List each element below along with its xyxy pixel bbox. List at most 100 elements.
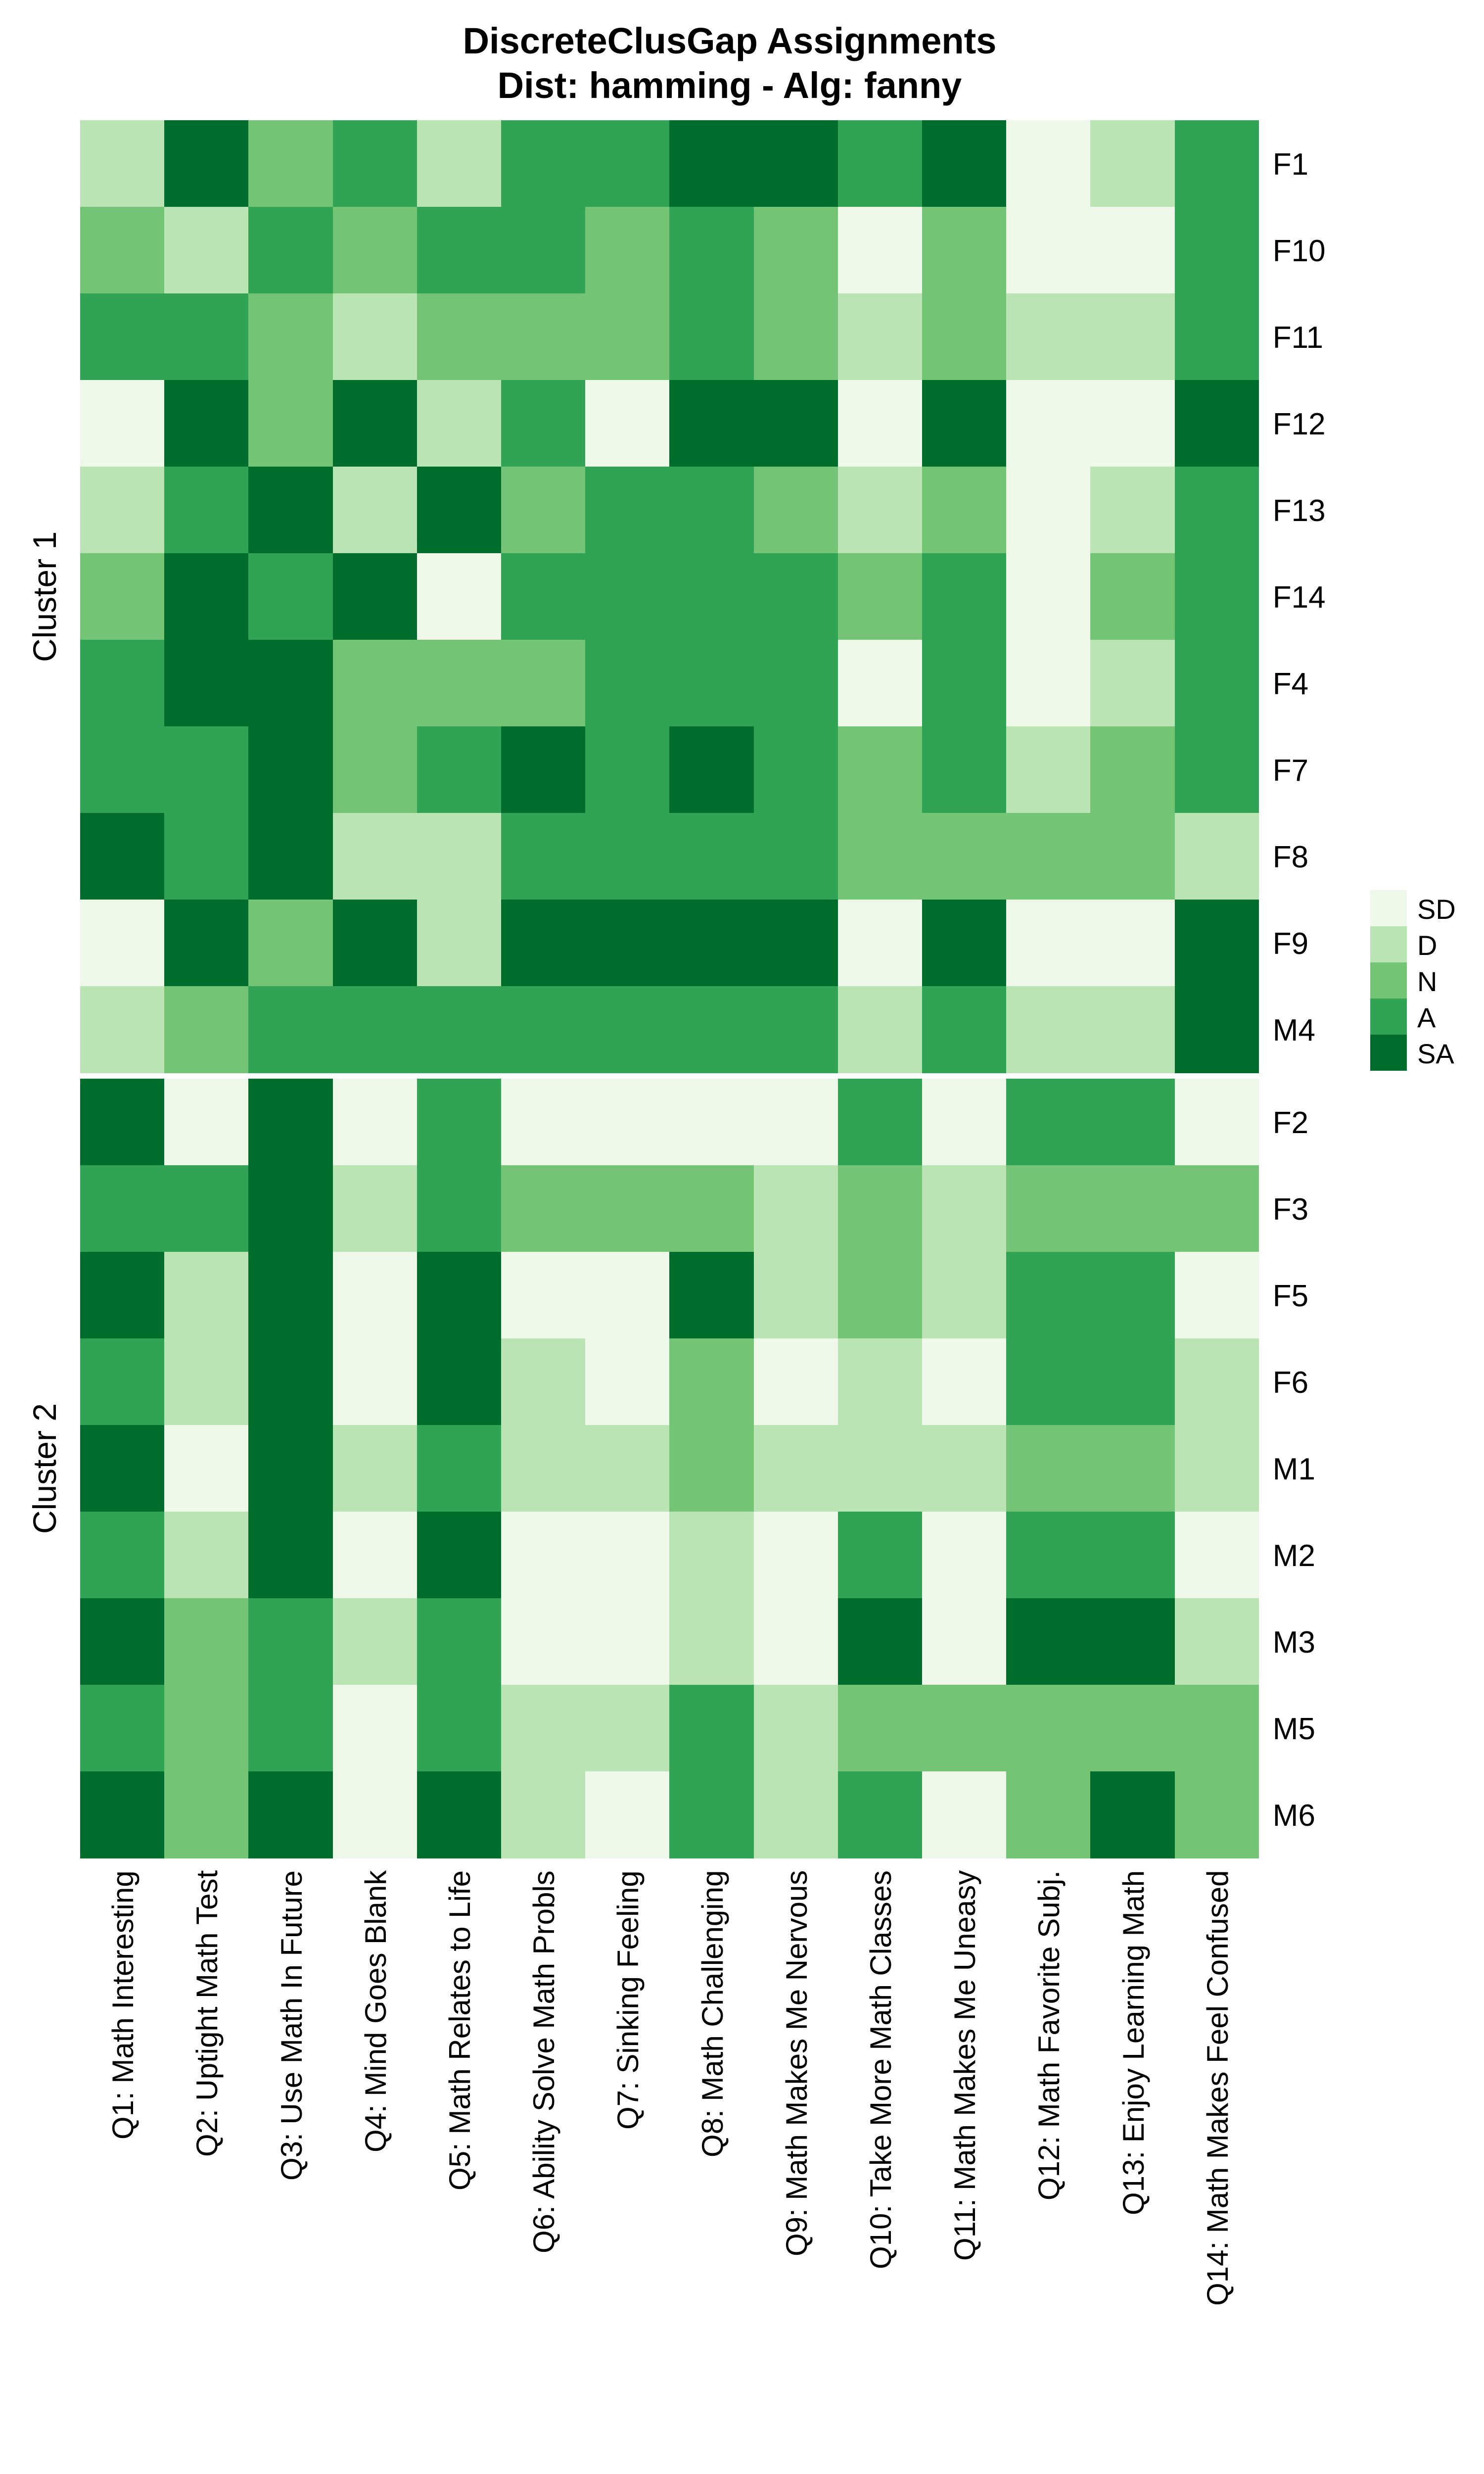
heatmap-cell <box>1174 986 1259 1073</box>
heatmap-cell <box>753 1079 838 1166</box>
heatmap-cell <box>585 553 670 640</box>
heatmap-cell <box>1090 293 1175 381</box>
heatmap-cell <box>922 467 1007 554</box>
heatmap-cell <box>248 1079 333 1166</box>
heatmap-cell <box>164 813 249 900</box>
heatmap-cell <box>80 1425 165 1512</box>
heatmap-cell <box>164 207 249 294</box>
heatmap-cell <box>837 726 923 813</box>
heatmap-cell <box>922 640 1007 727</box>
heatmap-cell <box>80 640 165 727</box>
heatmap-cell <box>922 726 1007 813</box>
column-label: Q7: Sinking Feeling <box>611 1870 645 2130</box>
heatmap-cell <box>585 380 670 467</box>
heatmap-cell <box>1174 1079 1259 1166</box>
heatmap-cell <box>1174 380 1259 467</box>
heatmap-cell <box>164 1252 249 1339</box>
heatmap-cell <box>1090 1338 1175 1426</box>
heatmap-cell <box>753 813 838 900</box>
heatmap-cell <box>1174 1165 1259 1252</box>
heatmap-cell <box>837 1425 923 1512</box>
heatmap-cell <box>417 120 502 207</box>
heatmap-cell <box>164 1338 249 1426</box>
heatmap-cell <box>417 1425 502 1512</box>
heatmap-cell <box>417 207 502 294</box>
heatmap-cell <box>1090 1771 1175 1858</box>
heatmap-cell <box>501 380 586 467</box>
heatmap-cell <box>501 1598 586 1685</box>
heatmap-cell <box>501 207 586 294</box>
heatmap-cell <box>1006 1771 1091 1858</box>
heatmap-cell <box>837 900 923 987</box>
heatmap-cell <box>753 553 838 640</box>
heatmap-cell <box>922 986 1007 1073</box>
heatmap-cell <box>501 986 586 1073</box>
heatmap-cell <box>248 1512 333 1599</box>
heatmap-cell <box>1090 207 1175 294</box>
heatmap-cell <box>248 813 333 900</box>
chart-title: DiscreteClusGap Assignments <box>463 20 997 61</box>
heatmap-cell <box>501 726 586 813</box>
heatmap-cell <box>837 120 923 207</box>
heatmap-cell <box>1006 1598 1091 1685</box>
heatmap-cell <box>80 1512 165 1599</box>
heatmap-cell <box>332 380 417 467</box>
heatmap-cell <box>417 553 502 640</box>
heatmap-cell <box>922 1771 1007 1858</box>
legend-swatch <box>1370 926 1407 962</box>
heatmap-cell <box>248 640 333 727</box>
heatmap-cell <box>585 1165 670 1252</box>
heatmap-cell <box>837 986 923 1073</box>
chart-title-block: DiscreteClusGap Assignments Dist: hammin… <box>0 19 1459 108</box>
heatmap-cell <box>501 813 586 900</box>
heatmap-cell <box>669 207 754 294</box>
heatmap-cell <box>164 120 249 207</box>
heatmap-cell <box>417 1338 502 1426</box>
heatmap-cell <box>753 207 838 294</box>
heatmap-cell <box>837 1771 923 1858</box>
heatmap-cell <box>80 1771 165 1858</box>
heatmap-cell <box>1090 1165 1175 1252</box>
heatmap-cell <box>501 553 586 640</box>
legend-label: SD <box>1417 893 1456 925</box>
heatmap-cell <box>922 380 1007 467</box>
heatmap-cell <box>80 553 165 640</box>
heatmap-cell <box>164 553 249 640</box>
heatmap-cell <box>1006 1425 1091 1512</box>
heatmap-cell <box>417 293 502 381</box>
row-label: F11 <box>1272 320 1324 355</box>
heatmap-cell <box>501 900 586 987</box>
heatmap-cell <box>669 986 754 1073</box>
heatmap-cell <box>164 726 249 813</box>
heatmap-cell <box>669 813 754 900</box>
heatmap-cell <box>1174 1685 1259 1772</box>
column-label: Q14: Math Makes Feel Confused <box>1201 1870 1234 2306</box>
column-label: Q13: Enjoy Learning Math <box>1116 1870 1150 2216</box>
heatmap-cell <box>1090 467 1175 554</box>
heatmap-cell <box>585 986 670 1073</box>
heatmap-cell <box>248 1338 333 1426</box>
heatmap-cell <box>164 1512 249 1599</box>
heatmap-cell <box>585 467 670 554</box>
heatmap-cell <box>585 120 670 207</box>
heatmap-cell <box>922 900 1007 987</box>
row-label: M2 <box>1272 1538 1315 1573</box>
heatmap-cell <box>80 1252 165 1339</box>
heatmap-cell <box>1006 120 1091 207</box>
heatmap-cell <box>1006 553 1091 640</box>
heatmap-cell <box>417 1512 502 1599</box>
heatmap-cell <box>1090 1079 1175 1166</box>
heatmap-cell <box>248 900 333 987</box>
row-label: F14 <box>1272 580 1326 615</box>
heatmap-cell <box>1174 1598 1259 1685</box>
heatmap-cell <box>922 120 1007 207</box>
heatmap-cell <box>164 380 249 467</box>
heatmap-cell <box>922 1252 1007 1339</box>
heatmap-cell <box>585 813 670 900</box>
heatmap-cell <box>837 467 923 554</box>
heatmap-cell <box>80 120 165 207</box>
heatmap-cell <box>332 1771 417 1858</box>
heatmap-cell <box>753 1512 838 1599</box>
heatmap-cell <box>922 1512 1007 1599</box>
